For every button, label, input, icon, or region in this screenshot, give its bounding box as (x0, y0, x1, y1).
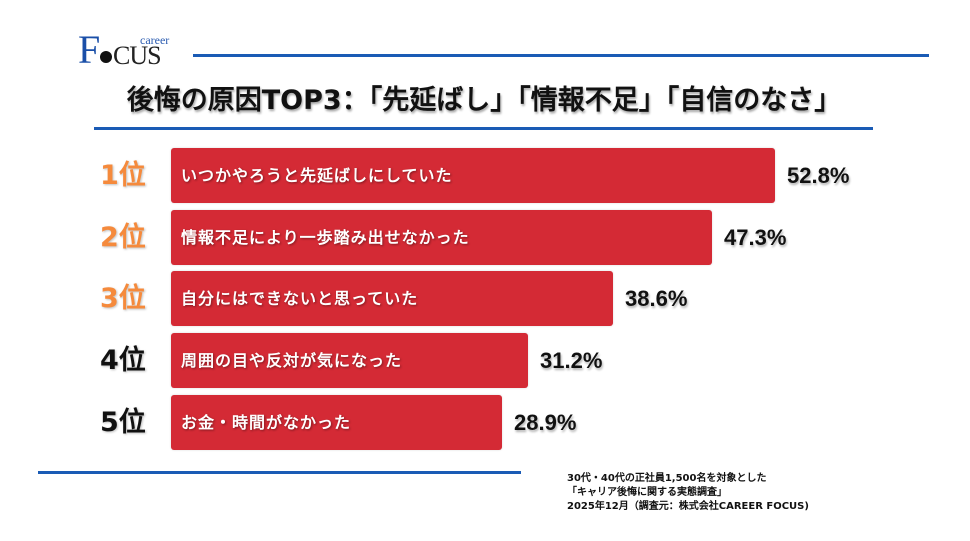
bar-category-label: いつかやろうと先延ばしにしていた (181, 166, 453, 185)
bar: 情報不足により一歩踏み出せなかった (171, 210, 712, 265)
source-line-3: 2025年12月（調査元：株式会社CAREER FOCUS) (567, 501, 809, 512)
logo-career-text: career (140, 33, 170, 47)
bar-category-label: 情報不足により一歩踏み出せなかった (181, 228, 470, 247)
bar-value-label: 38.6% (625, 286, 688, 311)
survey-source-note: 30代・40代の正社員1,500名を対象とした 「キャリア後悔に関する実態調査」… (567, 472, 809, 514)
bar-category-label: 自分にはできないと思っていた (181, 289, 419, 308)
logo-dot-icon (100, 51, 112, 63)
bar: 周囲の目や反対が気になった (171, 333, 528, 388)
bar-value-label: 31.2% (540, 348, 603, 373)
bar: いつかやろうと先延ばしにしていた (171, 148, 775, 203)
bar-value-label: 47.3% (724, 225, 787, 250)
header-divider (193, 54, 929, 57)
chart-title: 後悔の原因TOP3：「先延ばし」「情報不足」「自信のなさ」 (126, 85, 842, 116)
rank-label: 5位 (100, 407, 146, 438)
rank-label: 2位 (100, 222, 146, 253)
logo-letter-f: F (78, 27, 101, 72)
rank-label: 4位 (100, 345, 146, 376)
rank-label: 3位 (100, 283, 146, 314)
source-line-2: 「キャリア後悔に関する実態調査」 (567, 487, 727, 498)
logo-letters-cus: CUS (113, 41, 162, 70)
bar-value-label: 28.9% (514, 410, 577, 435)
source-line-1: 30代・40代の正社員1,500名を対象とした (567, 473, 767, 484)
footer-divider (38, 471, 521, 474)
bar-category-label: 周囲の目や反対が気になった (181, 351, 403, 370)
career-focus-logo: F CUS career (78, 30, 188, 72)
title-underline (94, 127, 873, 130)
bar-category-label: お金・時間がなかった (181, 413, 352, 432)
rank-label: 1位 (100, 160, 146, 191)
bar: お金・時間がなかった (171, 395, 502, 450)
bar-value-label: 52.8% (787, 163, 850, 188)
bar: 自分にはできないと思っていた (171, 271, 613, 326)
